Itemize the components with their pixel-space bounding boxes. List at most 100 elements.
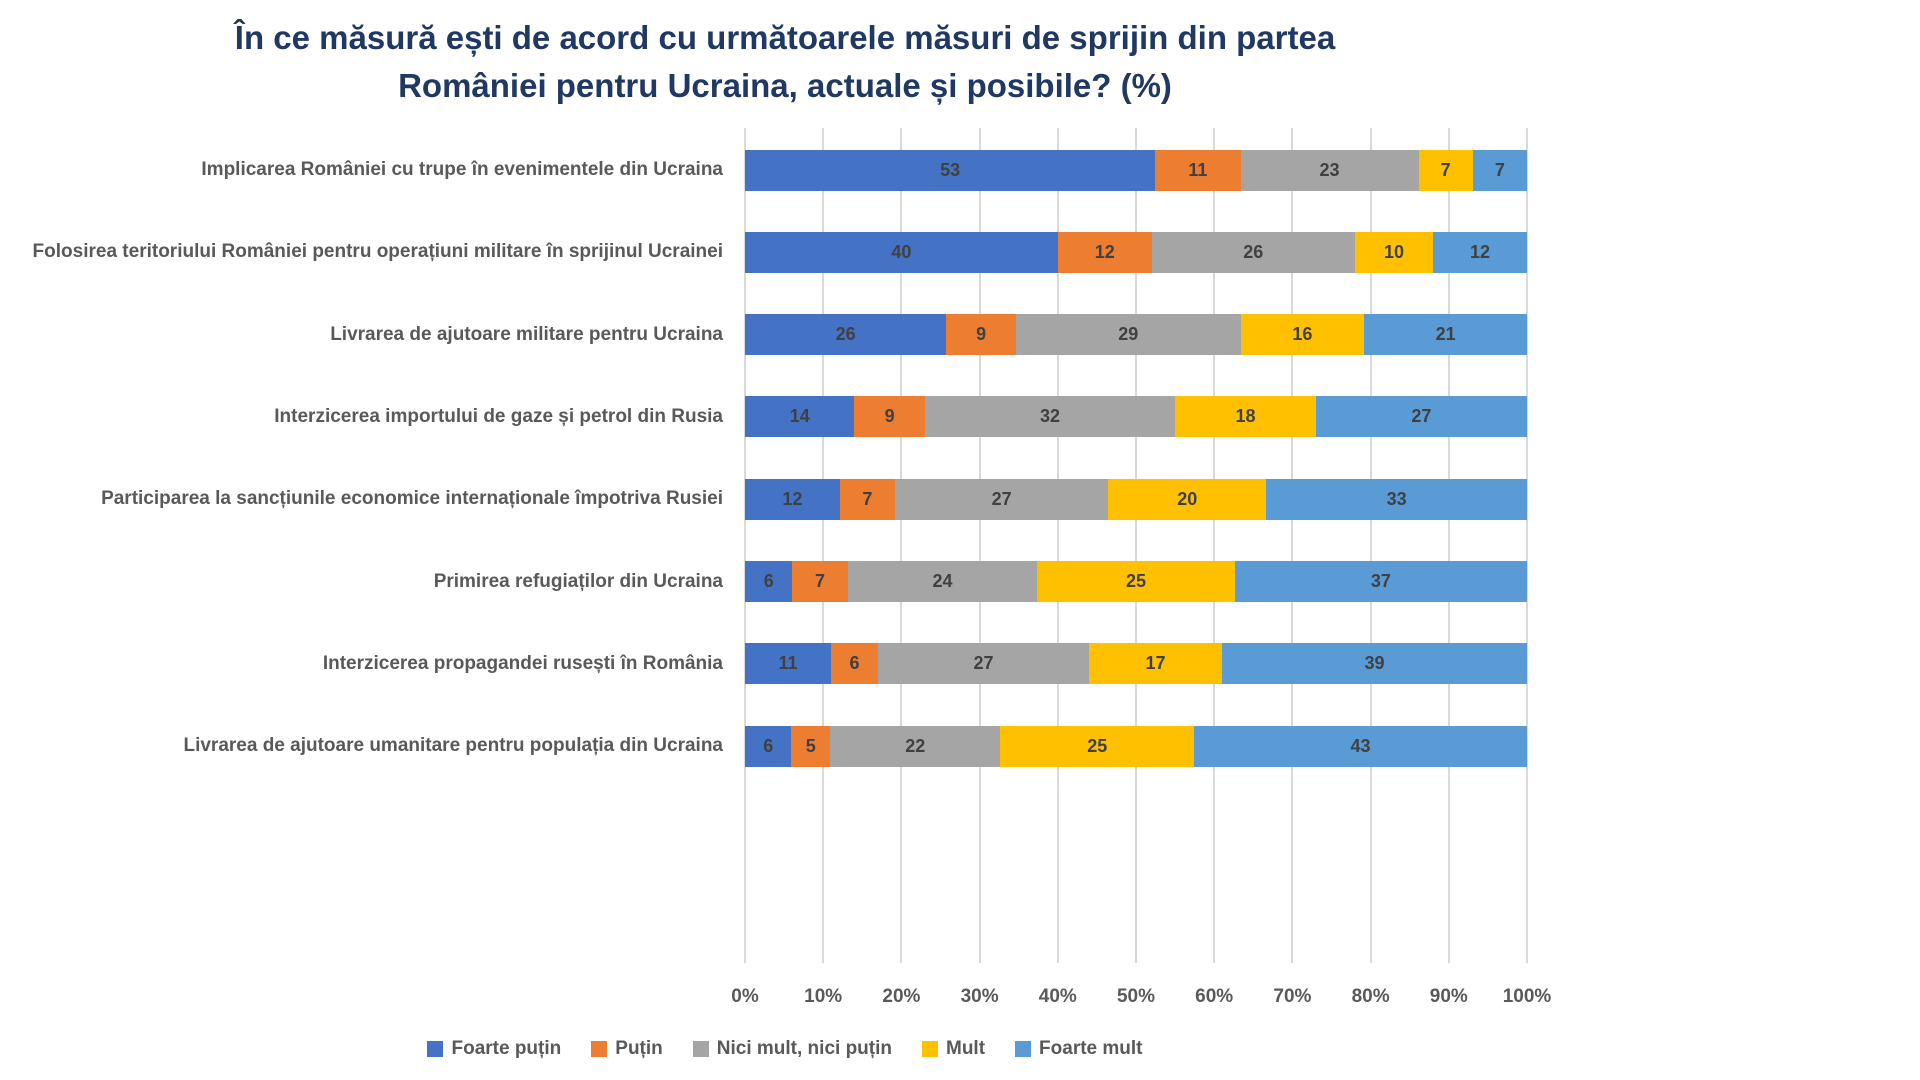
bar-segment: 7 (792, 561, 848, 602)
bar-row: 40 12 26 10 12 (745, 231, 1527, 273)
x-tick-label-80: 80% (1351, 986, 1390, 1007)
bar-segment: 9 (946, 314, 1016, 356)
bar-row: 12 7 27 20 33 (745, 478, 1527, 520)
bar-value-label: 39 (1364, 653, 1385, 674)
x-tick-label-40: 40% (1038, 986, 1077, 1007)
bar-segment: 27 (877, 643, 1090, 685)
x-tick-label-0: 0% (731, 986, 759, 1007)
legend-item: Nici mult, nici puțin (692, 1038, 892, 1060)
bar-value-label: 6 (763, 735, 774, 756)
bar-segment: 18 (1175, 396, 1316, 438)
category-label: Interzicerea importului de gaze și petro… (274, 405, 723, 427)
bar-segment: 33 (1266, 478, 1527, 520)
bar-segment: 6 (831, 643, 878, 685)
legend-item: Foarte mult (1015, 1038, 1143, 1060)
x-tick-label-50: 50% (1116, 986, 1156, 1007)
bar-segment: 25 (1000, 725, 1195, 767)
gridline-20 (900, 128, 903, 963)
bar-value-label: 29 (1118, 324, 1139, 345)
bar-value-label: 14 (789, 406, 810, 427)
bar-segment: 11 (1155, 149, 1241, 191)
category-label: Livrarea de ajutoare militare pentru Ucr… (330, 323, 723, 345)
gridline-40 (1056, 128, 1059, 963)
bar-value-label: 12 (1470, 241, 1491, 262)
bar-segment: 9 (854, 396, 925, 438)
bar-value-label: 53 (940, 159, 961, 180)
bar-segment: 26 (1151, 231, 1355, 273)
bar-value-label: 40 (891, 241, 912, 262)
legend-item: Foarte puțin (427, 1038, 561, 1060)
legend-label: Foarte puțin (451, 1038, 562, 1059)
bar-value-label: 10 (1384, 241, 1405, 262)
bar-value-label: 22 (905, 735, 926, 756)
bar-value-label: 27 (1411, 406, 1432, 427)
bar-row: 6 7 24 25 37 (745, 561, 1527, 602)
bar-value-label: 21 (1435, 324, 1456, 345)
bar-value-label: 17 (1145, 653, 1166, 674)
category-labels: Implicarea României cu trupe în evenimen… (0, 128, 745, 963)
bar-segment: 10 (1354, 231, 1434, 273)
gridline-30 (978, 128, 981, 963)
category-label: Livrarea de ajutoare umanitare pentru po… (183, 735, 723, 757)
bar-segment: 32 (924, 396, 1176, 438)
bar-value-label: 26 (1243, 241, 1264, 262)
legend-swatch (591, 1041, 608, 1057)
bar-value-label: 7 (1494, 159, 1505, 180)
bar-value-label: 6 (763, 571, 774, 591)
bar-value-label: 18 (1235, 406, 1256, 427)
bar-value-label: 27 (973, 653, 994, 674)
bar-segment: 17 (1089, 643, 1222, 685)
bar-value-label: 11 (778, 653, 798, 674)
chart-title-line-1: În ce măsură ești de acord cu următoarel… (234, 19, 1336, 56)
chart-title-line-2: României pentru Ucraina, actuale și posi… (398, 66, 1172, 104)
bar-row: 11 6 27 17 39 (745, 643, 1527, 685)
legend: Foarte puțin Puțin Nici mult, nici puțin Mu… (0, 1038, 1570, 1060)
bar-row: 26 9 29 16 21 (745, 314, 1527, 356)
x-tick-label-10: 10% (804, 986, 843, 1007)
bar-value-label: 37 (1370, 571, 1391, 591)
bar-value-label: 9 (884, 406, 895, 427)
bar-segment: 27 (1315, 396, 1527, 438)
bar-segment: 7 (839, 478, 896, 520)
bar-segment: 27 (895, 478, 1109, 520)
legend-swatch (692, 1041, 709, 1057)
bar-value-label: 9 (976, 324, 987, 345)
legend-swatch (1015, 1041, 1032, 1057)
x-tick-label-60: 60% (1195, 986, 1234, 1007)
category-label: Interzicerea propagandei rusești în Româ… (322, 652, 723, 674)
bar-value-label: 33 (1386, 488, 1407, 509)
category-label: Participarea la sancțiunile economice in… (101, 488, 723, 510)
chart-title: În ce măsură ești de acord cu următoarel… (0, 14, 1570, 109)
bar-segment: 6 (745, 561, 793, 602)
bar-segment: 21 (1364, 314, 1527, 356)
gridline-10 (822, 128, 825, 963)
bar-segment: 53 (745, 149, 1156, 191)
bar-value-label: 24 (932, 571, 953, 591)
bar-segment: 20 (1108, 478, 1267, 520)
x-tick-label-100: 100% (1502, 986, 1552, 1007)
bar-value-label: 12 (1094, 241, 1115, 262)
x-tick-label-20: 20% (882, 986, 921, 1007)
bar-row: 14 9 32 18 27 (745, 396, 1527, 438)
category-label: Folosirea teritoriului României pentru o… (32, 241, 723, 263)
legend-label: Nici mult, nici puțin (716, 1038, 892, 1059)
x-axis: 0% 10% 20% 30% 40% 50% 60% 70% 80% 90% 100% (731, 986, 1551, 1012)
bar-value-label: 23 (1319, 159, 1340, 180)
legend-label: Puțin (615, 1038, 663, 1059)
bar-value-label: 20 (1177, 488, 1198, 509)
bar-segment: 29 (1015, 314, 1241, 356)
bar-value-label: 11 (1188, 159, 1208, 180)
bar-value-label: 5 (805, 735, 816, 756)
x-tick-label-70: 70% (1273, 986, 1312, 1007)
gridline-50 (1135, 128, 1137, 963)
bar-value-label: 26 (835, 324, 856, 345)
bar-segment: 43 (1194, 725, 1527, 767)
bar-value-label: 27 (991, 488, 1012, 509)
gridline-0 (744, 128, 746, 963)
bar-segment: 11 (745, 643, 832, 685)
bar-row: 6 5 22 25 43 (745, 725, 1527, 767)
gridline-70 (1291, 128, 1294, 963)
category-label: Implicarea României cu trupe în evenimen… (201, 159, 723, 180)
category-label: Primirea refugiaților din Ucraina (433, 570, 723, 592)
